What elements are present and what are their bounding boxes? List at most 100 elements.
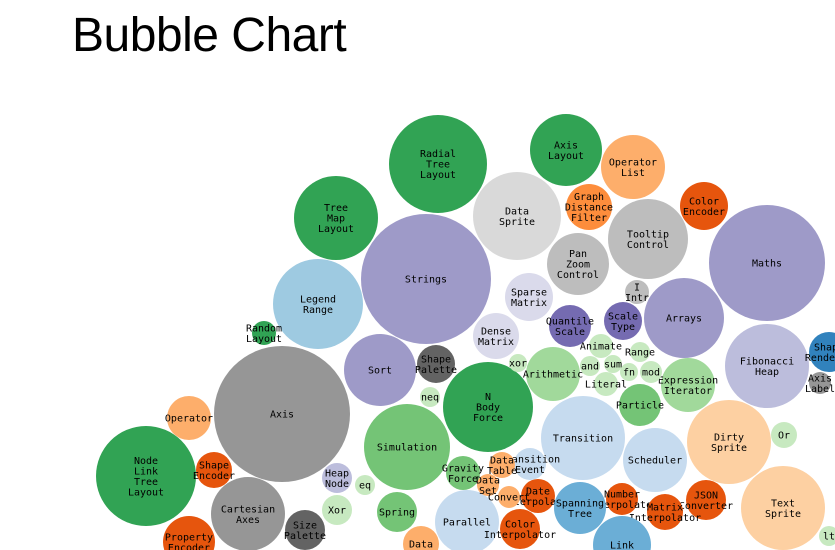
chart-title: Bubble Chart — [72, 9, 347, 62]
bubble-circle — [96, 426, 196, 526]
bubble-label: Number Interpolator — [586, 489, 658, 511]
bubble-circle — [741, 466, 825, 550]
bubble-circle — [819, 526, 835, 546]
bubble-spring: Spring — [377, 492, 417, 532]
bubble-xor: Xor — [322, 495, 352, 525]
bubble-label: Random Layout — [246, 323, 282, 345]
bubble-label: Cartesian Axes — [221, 504, 275, 526]
bubble-label: Property Encoder — [165, 532, 213, 550]
bubble-property-encoder: Property Encoder — [163, 516, 215, 550]
bubble-scale-type: Scale Type — [604, 302, 642, 340]
bubble-circle — [403, 526, 439, 550]
bubble-circle — [623, 428, 687, 492]
bubble-label: Animate — [580, 342, 622, 353]
bubble-circle — [580, 356, 600, 376]
bubble-parallel: Parallel — [435, 490, 499, 550]
bubble-label: eq — [359, 481, 371, 492]
bubble-circle — [687, 400, 771, 484]
bubble-circle — [809, 332, 835, 372]
bubble-label: Or — [778, 431, 790, 442]
bubble-matrix-interpolator: Matrix Interpolator — [629, 494, 701, 530]
bubble-label: Maths — [752, 259, 782, 270]
bubble-circle — [514, 448, 546, 480]
bubble-circle — [355, 475, 375, 495]
bubble-label: Expression Iterator — [658, 375, 718, 397]
bubble-expression-iterator: Expression Iterator — [658, 358, 718, 412]
bubble-circle — [252, 321, 276, 345]
bubble-label: Scale Type — [608, 311, 638, 333]
bubble-heap-node: Heap Node — [322, 463, 352, 493]
bubble-transition: Transition — [541, 396, 625, 480]
bubble-label: Heap Node — [325, 468, 349, 490]
bubble-circle — [473, 172, 561, 260]
bubble-data-table: Data Table — [487, 452, 517, 478]
bubble-gravity-force: Gravity Force — [442, 456, 484, 490]
bubble-label: Node Link Tree Layout — [128, 456, 164, 499]
bubble-circle — [601, 135, 665, 199]
bubble-operator-list: Operator List — [601, 135, 665, 199]
bubble-label: Pan Zoom Control — [557, 249, 599, 281]
bubble-operator: Operator — [165, 396, 213, 440]
bubble-pan-zoom-control: Pan Zoom Control — [547, 233, 609, 295]
bubble-label: Arrays — [666, 314, 702, 325]
bubble-label: Color Interpolator — [484, 519, 556, 541]
bubble-label: Transition Event — [500, 454, 560, 476]
bubble-circle — [604, 302, 642, 340]
bubble-label: Transition — [553, 434, 613, 445]
bubble-circle — [625, 280, 649, 304]
bubble-circle — [606, 483, 638, 515]
bubble-sum: sum — [604, 355, 622, 373]
bubble-circle — [420, 387, 440, 407]
bubble-size-palette: Size Palette — [284, 510, 326, 550]
bubble-label: Shape Encoder — [193, 460, 235, 482]
bubble-circle — [547, 233, 609, 295]
bubble-label: Simulation — [377, 443, 437, 454]
bubble-circle — [285, 510, 325, 550]
bubble-label: Scheduler — [628, 456, 682, 467]
bubble-label: JSON Converter — [679, 490, 733, 512]
bubble-label: Range — [625, 348, 655, 359]
bubble-shape-encoder: Shape Encoder — [193, 452, 235, 488]
bubble-spanning-tree: Spanning Tree — [554, 482, 606, 534]
bubble-strings: Strings — [361, 214, 491, 344]
bubble-and: and — [580, 356, 600, 376]
bubble-label: lt — [823, 532, 835, 543]
bubble-label: Size Palette — [284, 520, 326, 542]
bubble-xor: xor — [509, 354, 527, 372]
bubble-label: Color Encoder — [683, 196, 725, 218]
bubble-label: Data Sprite — [499, 206, 535, 228]
bubble-circle — [377, 492, 417, 532]
bubble-circle — [589, 334, 613, 358]
bubble-circle — [541, 396, 625, 480]
bubble-color-interpolator: Color Interpolator — [484, 509, 556, 549]
bubble-label: Tooltip Control — [627, 229, 669, 251]
bubble-label: N Body Force — [473, 392, 503, 424]
bubble-circle — [509, 354, 527, 372]
bubble-label: Axis — [270, 410, 294, 421]
bubble-label: Axis Label — [805, 373, 835, 395]
bubble-tree-map-layout: Tree Map Layout — [294, 176, 378, 260]
bubble-radial-tree-layout: Radial Tree Layout — [389, 115, 487, 213]
bubble-circle — [686, 480, 726, 520]
bubble-circle — [322, 495, 352, 525]
bubble-circle — [593, 516, 651, 550]
bubble-fn: fn — [620, 363, 638, 381]
bubble-particle: Particle — [616, 384, 664, 426]
bubble-label: Parallel — [443, 518, 491, 529]
bubble-label: sum — [604, 360, 622, 371]
bubble-circle — [549, 305, 591, 347]
bubble-data-sprite: Data Sprite — [473, 172, 561, 260]
bubble-quantile-scale: Quantile Scale — [546, 305, 594, 347]
bubble-axis: Axis — [214, 346, 350, 482]
bubble-circle — [446, 456, 480, 490]
bubble-dense-matrix: Dense Matrix — [473, 313, 519, 359]
bubble-literal: Literal — [585, 372, 627, 396]
bubble-range: Range — [625, 342, 655, 362]
bubble-circle — [473, 313, 519, 359]
bubble-circle — [521, 479, 555, 513]
bubble-circle — [620, 363, 638, 381]
bubble-random-layout: Random Layout — [246, 321, 282, 345]
bubble-text-sprite: Text Sprite — [741, 466, 825, 550]
bubble-json-converter: JSON Converter — [679, 480, 733, 520]
